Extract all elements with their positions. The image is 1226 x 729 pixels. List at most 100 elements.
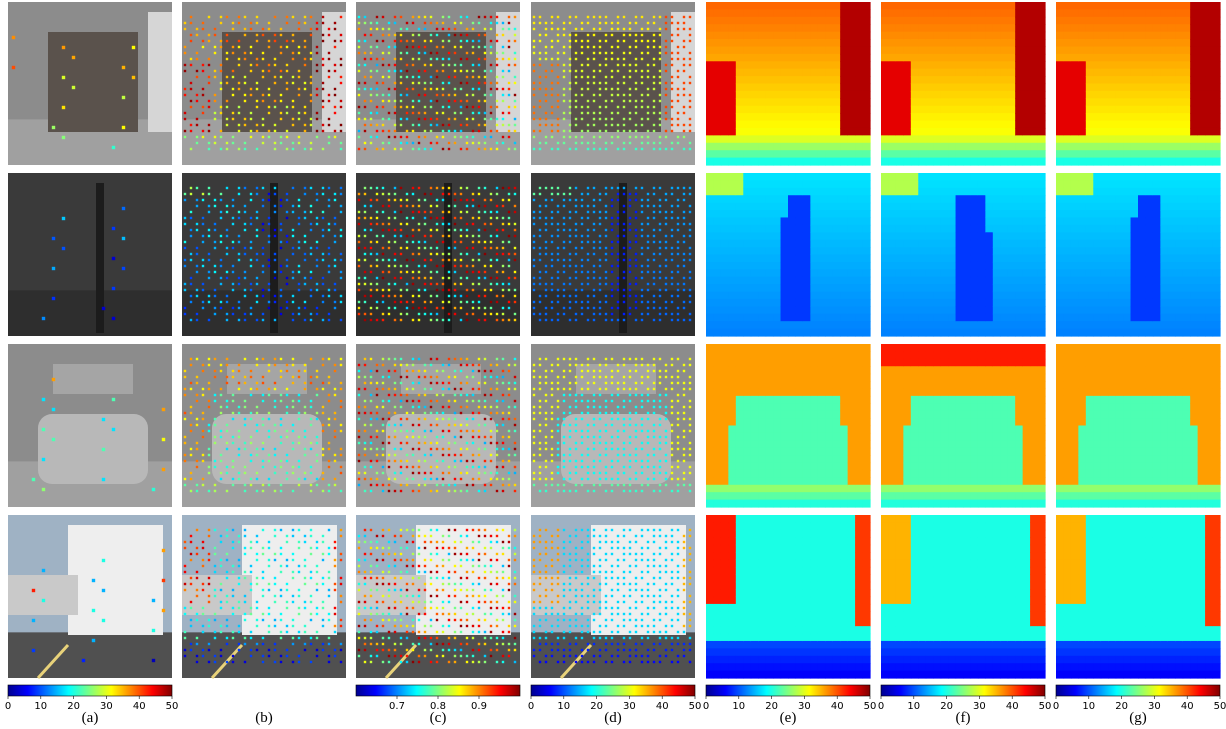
column-label-e: (e) [780,710,797,726]
colorbar-row: 0 10 20 30 40 50 0.7 0.8 0.9 0 10 20 30 40 50 0 10 20 30 40… [5,684,1226,712]
column-label-a: (a) [82,710,99,726]
panel-pole-night-d [531,173,695,336]
point-overlay [532,528,692,664]
colorbar-gradient [1055,684,1221,697]
colorbar-tick-label: 50 [166,701,179,712]
colorbar-tick-label: 30 [798,701,811,712]
panel-truck-trailer-d [531,515,695,680]
point-overlay [183,357,343,493]
colorbar-e: 0 10 20 30 40 50 [703,684,877,712]
point-overlay [183,528,343,664]
colorbar-tick-label: 0.8 [430,701,446,712]
colorbar-tick-label: 0 [878,701,884,712]
colorbar-d: 0 10 20 30 40 50 [528,684,701,712]
panel-truck-trailer-c [356,515,520,680]
panel-car-rear-f [881,344,1046,508]
column-label-f: (f) [956,710,971,726]
panel-truck-trailer-b [182,515,346,680]
scene-image [8,173,172,336]
panel-truck-trailer-e [706,515,871,679]
point-overlay [11,35,136,150]
colorbar-tick-label: 10 [557,701,570,712]
panel-car-rear-e [706,344,871,508]
panel-grid [8,2,1221,680]
colorbar-gradient [355,684,521,697]
scene-image [8,344,172,507]
colorbar-tick-label: 10 [34,701,47,712]
colorbar-gradient [880,684,1046,697]
point-overlay [183,15,343,151]
colorbar-tick-label: 40 [133,701,146,712]
colorbar-tick-label: 50 [1039,701,1052,712]
colorbar-gradient [7,684,173,697]
colorbar-tick-label: 30 [973,701,986,712]
panel-truck-close-g [1056,2,1221,166]
colorbar-tick-label: 0 [703,701,709,712]
panel-car-rear-d [531,344,695,507]
scene-image [8,2,172,165]
panel-truck-close-c [356,2,520,165]
colorbar-tick-label: 40 [1006,701,1019,712]
panel-car-rear-c [356,344,520,507]
colorbar-tick-label: 0 [1053,701,1059,712]
panel-truck-close-b [182,2,346,165]
point-overlay [357,357,517,493]
colorbar-f: 0 10 20 30 40 50 [878,684,1052,712]
column-label-g: (g) [1129,710,1147,726]
colorbar-tick-label: 30 [1148,701,1161,712]
colorbar-tick-label: 40 [656,701,669,712]
point-overlay [31,548,166,663]
point-overlay [31,377,166,492]
panel-pole-night-a [8,173,172,336]
point-overlay [532,15,692,151]
panel-pole-night-g [1056,173,1221,337]
colorbar-tick-label: 50 [1214,701,1226,712]
colorbar-c: 0.7 0.8 0.9 [355,684,521,712]
scene-image [356,2,520,165]
colorbar-tick-label: 0 [5,701,11,712]
panel-car-rear-g [1056,344,1221,508]
colorbar-tick-label: 20 [590,701,603,712]
panel-pole-night-f [881,173,1046,337]
colorbar-a: 0 10 20 30 40 50 [5,684,179,712]
panel-truck-trailer-g [1056,515,1221,679]
colorbar-tick-label: 10 [732,701,745,712]
panel-pole-night-c [356,173,520,336]
column-label-b: (b) [255,710,273,726]
column-label-d: (d) [604,710,622,726]
point-overlay [41,206,126,321]
panel-truck-close-f [881,2,1046,166]
colorbar-tick-label: 0 [528,701,534,712]
panel-truck-close-e [706,2,871,166]
panel-truck-close-d [531,2,695,165]
colorbar-tick-label: 20 [67,701,80,712]
colorbar-tick-label: 10 [907,701,920,712]
colorbar-gradient [530,684,696,697]
panel-car-rear-b [182,344,346,507]
panel-car-rear-a [8,344,172,507]
colorbar-g: 0 10 20 30 40 50 [1053,684,1226,712]
colorbar-tick-label: 40 [1181,701,1194,712]
colorbar-tick-label: 20 [765,701,778,712]
colorbar-tick-label: 30 [623,701,636,712]
colorbar-tick-label: 40 [831,701,844,712]
point-overlay [183,186,343,322]
colorbar-tick-label: 0.7 [389,701,405,712]
panel-truck-close-a [8,2,172,165]
colorbar-tick-label: 30 [100,701,113,712]
point-overlay [532,186,692,322]
scene-image [8,515,172,680]
panel-truck-trailer-a [8,515,172,680]
panel-pole-night-e [706,173,871,337]
panel-truck-trailer-f [881,515,1046,679]
colorbar-tick-label: 50 [864,701,877,712]
point-overlay [357,186,517,322]
point-overlay [532,357,692,493]
panel-pole-night-b [182,173,346,336]
column-label-c: (c) [430,710,447,726]
colorbar-tick-label: 0.9 [471,701,487,712]
colorbar-gradient [705,684,871,697]
colorbar-tick-label: 10 [1082,701,1095,712]
scene-image [531,2,695,165]
